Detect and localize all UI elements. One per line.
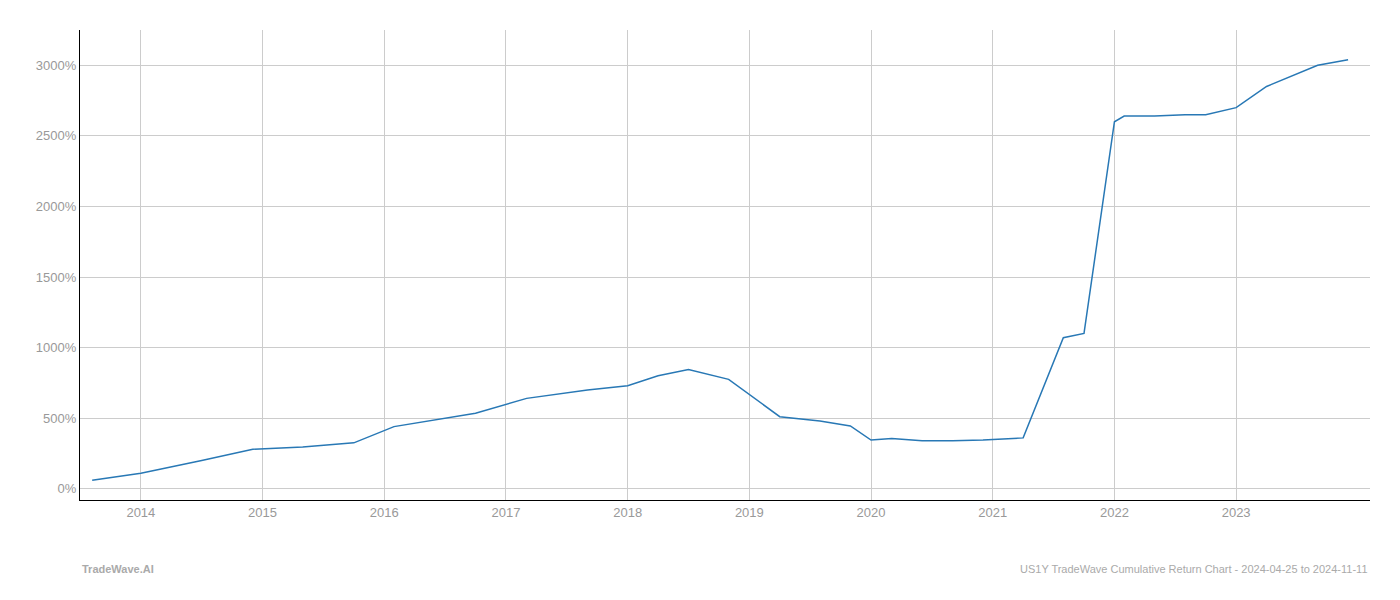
svg-text:1000%: 1000% — [36, 340, 77, 355]
svg-text:2000%: 2000% — [36, 199, 77, 214]
svg-text:2016: 2016 — [370, 505, 399, 520]
svg-text:2023: 2023 — [1222, 505, 1251, 520]
svg-text:2022: 2022 — [1100, 505, 1129, 520]
svg-text:500%: 500% — [43, 411, 77, 426]
svg-text:2021: 2021 — [978, 505, 1007, 520]
svg-text:2019: 2019 — [735, 505, 764, 520]
svg-text:1500%: 1500% — [36, 270, 77, 285]
svg-text:2015: 2015 — [248, 505, 277, 520]
svg-text:2018: 2018 — [613, 505, 642, 520]
svg-text:US1Y TradeWave Cumulative Retu: US1Y TradeWave Cumulative Return Chart -… — [1020, 563, 1368, 575]
svg-text:0%: 0% — [58, 481, 77, 496]
svg-text:2017: 2017 — [491, 505, 520, 520]
svg-text:3000%: 3000% — [36, 58, 77, 73]
svg-text:TradeWave.AI: TradeWave.AI — [82, 563, 154, 575]
svg-text:2500%: 2500% — [36, 128, 77, 143]
svg-text:2014: 2014 — [126, 505, 155, 520]
svg-text:2020: 2020 — [857, 505, 886, 520]
